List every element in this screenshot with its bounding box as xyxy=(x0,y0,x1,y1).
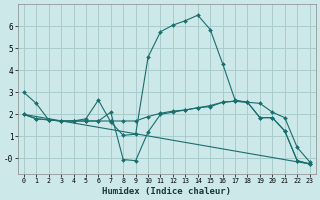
X-axis label: Humidex (Indice chaleur): Humidex (Indice chaleur) xyxy=(102,187,231,196)
